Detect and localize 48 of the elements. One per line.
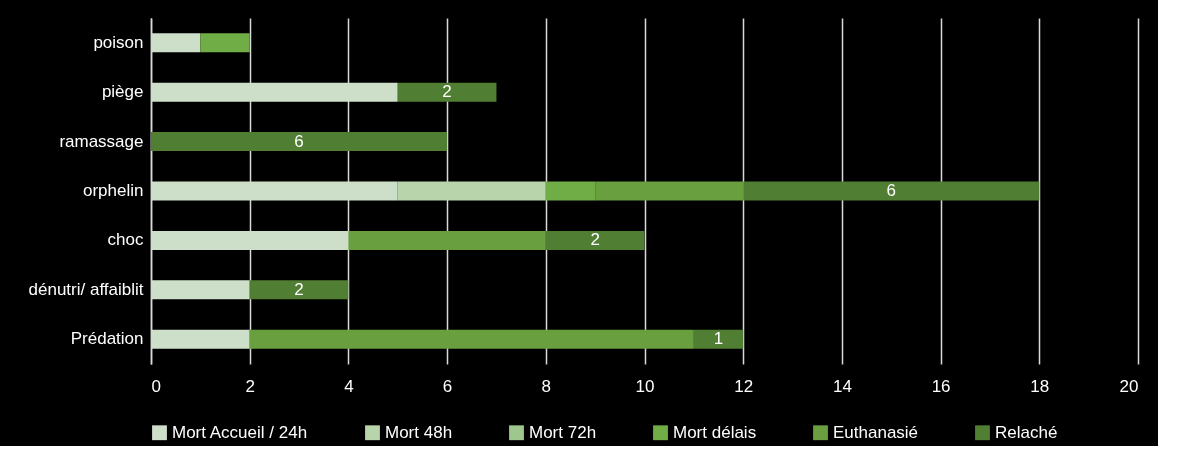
legend-label: Relaché xyxy=(995,422,1058,442)
bar xyxy=(249,329,694,349)
data-label: 2 xyxy=(442,82,452,102)
bar xyxy=(545,230,645,250)
y-tick-label: ramassage xyxy=(59,131,144,151)
bar xyxy=(348,230,546,250)
x-tick-label: 0 xyxy=(151,376,161,396)
bar xyxy=(397,82,497,102)
legend-label: Mort 48h xyxy=(385,422,453,442)
x-tick-label: 4 xyxy=(344,376,354,396)
legend-label: Euthanasié xyxy=(833,422,919,442)
x-tick-label: 16 xyxy=(931,376,951,396)
bar xyxy=(151,33,201,53)
bar xyxy=(151,280,250,300)
legend-label: Mort délais xyxy=(673,422,757,442)
y-tick-label: piège xyxy=(101,82,144,102)
legend-label: Mort Accueil / 24h xyxy=(172,422,308,442)
bar xyxy=(200,33,250,53)
data-label: 1 xyxy=(713,329,724,349)
data-label: 2 xyxy=(294,279,304,299)
y-tick-label: orphelin xyxy=(83,181,144,200)
data-label: 6 xyxy=(886,181,896,200)
bar xyxy=(151,230,349,250)
bar xyxy=(151,82,398,102)
bar xyxy=(545,181,596,201)
x-tick-label: 18 xyxy=(1030,376,1050,396)
x-tick-label: 2 xyxy=(245,376,255,396)
x-tick-label: 10 xyxy=(635,376,655,396)
y-tick-label: Prédation xyxy=(70,329,144,349)
data-label: 2 xyxy=(590,230,600,250)
bar xyxy=(595,181,744,201)
x-tick-label: 12 xyxy=(734,376,754,396)
bar xyxy=(249,280,349,300)
legend-label: Mort 72h xyxy=(529,422,597,442)
y-tick-label: choc xyxy=(107,230,144,250)
x-tick-label: 8 xyxy=(541,376,552,396)
x-tick-label: 20 xyxy=(1119,376,1139,396)
y-tick-label: poison xyxy=(93,32,144,52)
bar xyxy=(151,181,398,201)
y-tick-label: dénutri/ affaiblit xyxy=(28,279,144,299)
bar xyxy=(151,132,448,152)
data-label: 6 xyxy=(294,131,304,151)
bar xyxy=(151,329,250,349)
x-tick-label: 14 xyxy=(832,376,852,396)
x-tick-label: 6 xyxy=(442,376,453,396)
bar xyxy=(397,181,546,201)
bar xyxy=(693,329,744,349)
bar xyxy=(743,181,1040,201)
